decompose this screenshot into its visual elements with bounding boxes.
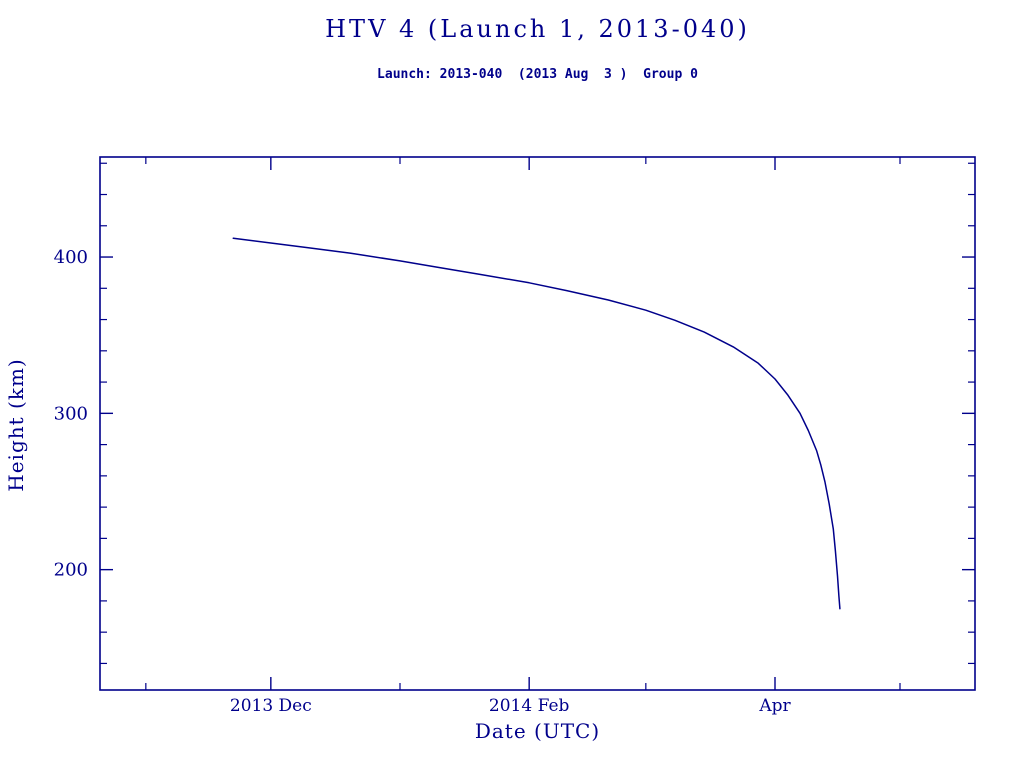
y-tick-label: 300	[54, 403, 88, 424]
y-tick-label: 200	[54, 560, 88, 581]
y-axis-label: Height (km)	[4, 358, 28, 492]
x-tick-label: 2014 Feb	[489, 696, 570, 716]
plot-frame	[99, 156, 976, 691]
y-tick-label: 400	[54, 247, 88, 268]
height-curve	[232, 237, 841, 610]
x-tick-label: 2013 Dec	[230, 696, 312, 716]
chart-subtitle: Launch: 2013-040 (2013 Aug 3 ) Group 0	[377, 67, 698, 82]
x-axis-label: Date (UTC)	[474, 719, 601, 743]
x-tick-label: Apr	[758, 696, 791, 716]
chart-title: HTV 4 (Launch 1, 2013-040)	[325, 15, 750, 43]
